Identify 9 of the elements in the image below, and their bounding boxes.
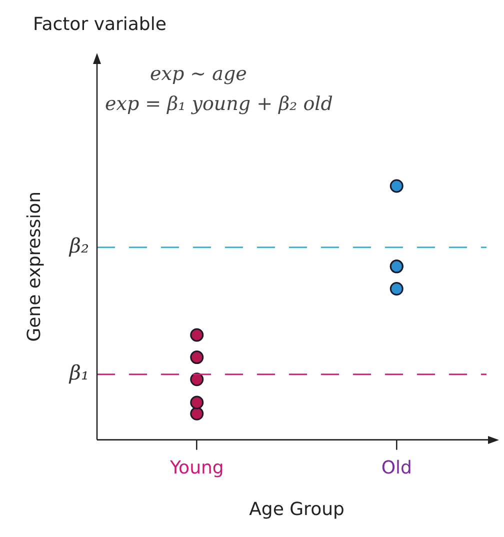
- text: exp ~ age: [150, 63, 247, 85]
- x-tick-label: Young: [168, 457, 224, 478]
- y-axis-title: Gene expression: [24, 191, 45, 342]
- chart-title: Factor variable: [33, 14, 166, 35]
- text: exp = β₁ young + β₂ old: [105, 93, 333, 115]
- ref-line-label: β₂: [68, 234, 89, 258]
- x-axis-title: Age Group: [249, 498, 344, 520]
- ref-line-label: β₁: [68, 360, 89, 385]
- x-tick-label: Old: [381, 457, 412, 478]
